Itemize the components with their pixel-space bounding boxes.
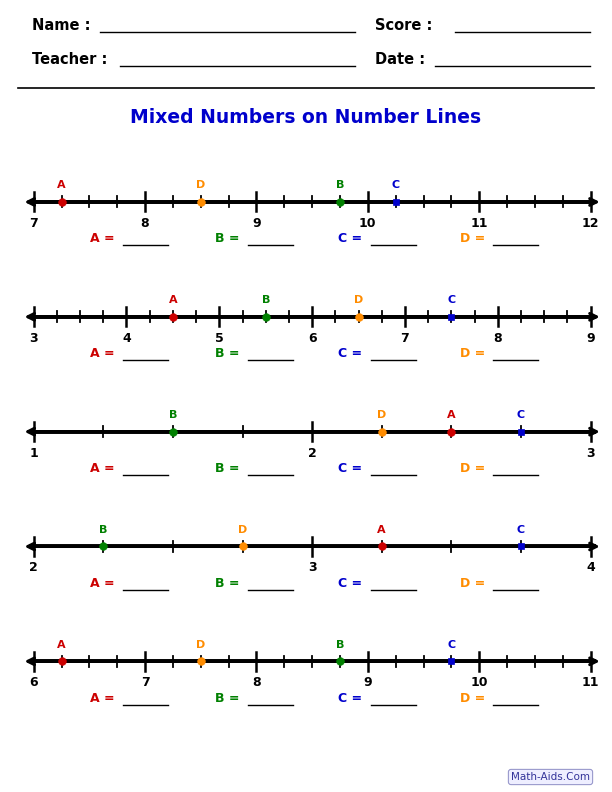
Text: 1: 1	[29, 447, 38, 459]
Text: B: B	[336, 640, 344, 649]
Text: 4: 4	[122, 332, 131, 345]
Text: B =: B =	[215, 233, 244, 246]
Text: A: A	[447, 410, 456, 420]
Text: B: B	[336, 181, 344, 190]
Text: 3: 3	[29, 332, 38, 345]
Text: A: A	[57, 640, 66, 649]
Text: C =: C =	[338, 348, 367, 360]
Text: 7: 7	[401, 332, 409, 345]
Text: A: A	[168, 295, 177, 305]
Text: D =: D =	[460, 233, 490, 246]
Text: 12: 12	[582, 217, 599, 230]
Text: D: D	[196, 181, 206, 190]
Text: D: D	[238, 525, 247, 535]
Text: 7: 7	[29, 217, 38, 230]
Text: 11: 11	[582, 676, 599, 689]
Text: D: D	[377, 410, 386, 420]
Text: B: B	[261, 295, 270, 305]
Text: C =: C =	[338, 577, 367, 590]
Text: A =: A =	[90, 463, 119, 475]
Text: A: A	[57, 181, 66, 190]
Text: D =: D =	[460, 692, 490, 705]
Text: D =: D =	[460, 348, 490, 360]
Text: A =: A =	[90, 348, 119, 360]
Text: 8: 8	[252, 676, 261, 689]
Text: D =: D =	[460, 463, 490, 475]
Text: Date :: Date :	[375, 52, 425, 67]
Text: A =: A =	[90, 577, 119, 590]
Text: B: B	[169, 410, 177, 420]
Text: C =: C =	[338, 692, 367, 705]
Text: B: B	[99, 525, 108, 535]
Text: C =: C =	[338, 233, 367, 246]
Text: 10: 10	[471, 676, 488, 689]
Text: D: D	[354, 295, 363, 305]
Text: 5: 5	[215, 332, 223, 345]
Text: B =: B =	[215, 577, 244, 590]
Text: 3: 3	[308, 562, 316, 574]
Text: 8: 8	[493, 332, 502, 345]
Text: 8: 8	[141, 217, 149, 230]
Text: C: C	[392, 181, 400, 190]
Text: C: C	[517, 410, 525, 420]
Text: B =: B =	[215, 463, 244, 475]
Text: Name :: Name :	[32, 18, 91, 33]
Text: C: C	[447, 640, 455, 649]
Text: A =: A =	[90, 233, 119, 246]
Text: B =: B =	[215, 692, 244, 705]
Text: 10: 10	[359, 217, 376, 230]
Text: 2: 2	[308, 447, 316, 459]
Text: C: C	[447, 295, 455, 305]
Text: C: C	[517, 525, 525, 535]
Text: A: A	[378, 525, 386, 535]
Text: 2: 2	[29, 562, 38, 574]
Text: Math-Aids.Com: Math-Aids.Com	[511, 772, 590, 782]
Text: Score :: Score :	[375, 18, 432, 33]
Text: 9: 9	[364, 676, 372, 689]
Text: 6: 6	[29, 676, 38, 689]
Text: C =: C =	[338, 463, 367, 475]
Text: 11: 11	[471, 217, 488, 230]
Text: D =: D =	[460, 577, 490, 590]
Text: 7: 7	[141, 676, 149, 689]
Text: Teacher :: Teacher :	[32, 52, 107, 67]
Text: 6: 6	[308, 332, 316, 345]
Text: 4: 4	[586, 562, 595, 574]
Text: 3: 3	[586, 447, 595, 459]
Text: B =: B =	[215, 348, 244, 360]
Text: 9: 9	[252, 217, 261, 230]
Text: D: D	[196, 640, 206, 649]
Text: 9: 9	[586, 332, 595, 345]
Text: Mixed Numbers on Number Lines: Mixed Numbers on Number Lines	[130, 108, 482, 127]
Text: A =: A =	[90, 692, 119, 705]
